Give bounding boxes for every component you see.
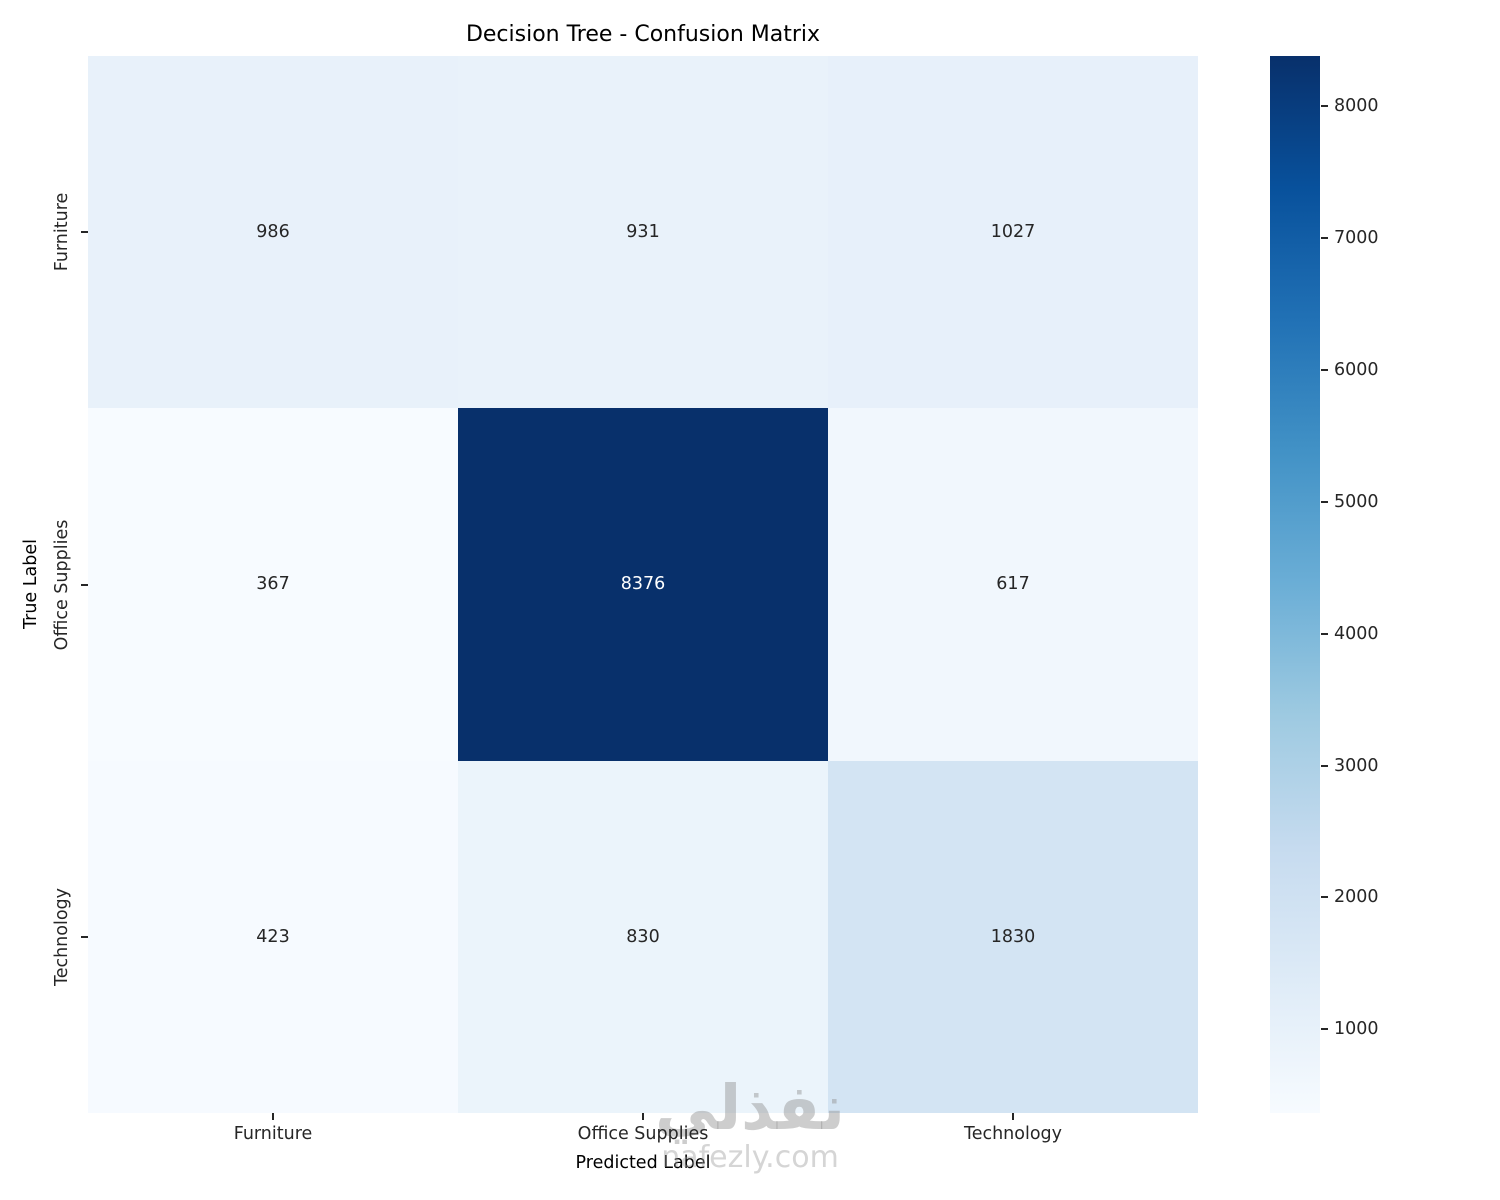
colorbar-tick-mark <box>1321 1028 1328 1031</box>
y-tick-label-technology: Technology <box>52 887 72 986</box>
y-tick-mark <box>81 935 88 938</box>
heatmap-cell-office-supplies-office-supplies: 8376 <box>458 408 828 761</box>
x-tick-mark <box>272 1113 274 1120</box>
cell-value: 617 <box>996 574 1030 595</box>
y-tick-label-office-supplies: Office Supplies <box>52 519 72 650</box>
y-axis-label: True Label <box>21 539 41 629</box>
colorbar-tick-mark <box>1321 236 1328 239</box>
cell-value: 423 <box>256 926 290 947</box>
y-tick-mark <box>81 231 88 234</box>
x-tick-mark <box>1012 1113 1014 1120</box>
colorbar-tick-mark <box>1321 104 1328 107</box>
heatmap-cell-technology-technology: 1830 <box>828 760 1198 1113</box>
colorbar-tick-mark <box>1321 368 1328 371</box>
cell-value: 367 <box>256 574 290 595</box>
x-axis-label: Predicted Label <box>575 1153 711 1173</box>
colorbar-gradient <box>1270 56 1320 1113</box>
x-tick-mark <box>642 1113 644 1120</box>
x-tick-label-office-supplies: Office Supplies <box>577 1124 709 1144</box>
cell-value: 1830 <box>990 926 1036 947</box>
cell-value: 830 <box>626 926 660 947</box>
colorbar-tick-label: 6000 <box>1334 359 1379 380</box>
colorbar-tick-mark <box>1321 896 1328 899</box>
cell-value: 931 <box>626 222 660 243</box>
colorbar-tick-mark <box>1321 632 1328 635</box>
cell-value: 8376 <box>620 574 666 595</box>
heatmap-cell-furniture-furniture: 986 <box>88 56 458 409</box>
y-tick-label-furniture: Furniture <box>52 192 72 272</box>
heatmap-cell-furniture-office-supplies: 931 <box>458 56 828 409</box>
colorbar-tick-mark <box>1321 500 1328 503</box>
colorbar-tick-label: 7000 <box>1334 227 1379 248</box>
colorbar-tick-label: 2000 <box>1334 887 1379 908</box>
cell-value: 986 <box>256 222 290 243</box>
colorbar-tick-label: 3000 <box>1334 755 1379 776</box>
colorbar-tick-label: 4000 <box>1334 623 1379 644</box>
x-tick-label-technology: Technology <box>963 1124 1063 1144</box>
cell-value: 1027 <box>990 222 1036 243</box>
colorbar-tick-label: 8000 <box>1334 95 1379 116</box>
chart-title: Decision Tree - Confusion Matrix <box>465 22 821 47</box>
colorbar-tick-label: 1000 <box>1334 1019 1379 1040</box>
heatmap-cell-technology-office-supplies: 830 <box>458 760 828 1113</box>
heatmap-cell-office-supplies-furniture: 367 <box>88 408 458 761</box>
x-tick-label-furniture: Furniture <box>233 1124 313 1144</box>
colorbar-tick-label: 5000 <box>1334 491 1379 512</box>
y-tick-mark <box>81 583 88 586</box>
heatmap-cell-technology-furniture: 423 <box>88 760 458 1113</box>
heatmap-cell-office-supplies-technology: 617 <box>828 408 1198 761</box>
heatmap-grid: 986 931 1027 367 8376 617 423 830 1830 <box>88 56 1198 1113</box>
colorbar-tick-mark <box>1321 764 1328 767</box>
heatmap-cell-furniture-technology: 1027 <box>828 56 1198 409</box>
